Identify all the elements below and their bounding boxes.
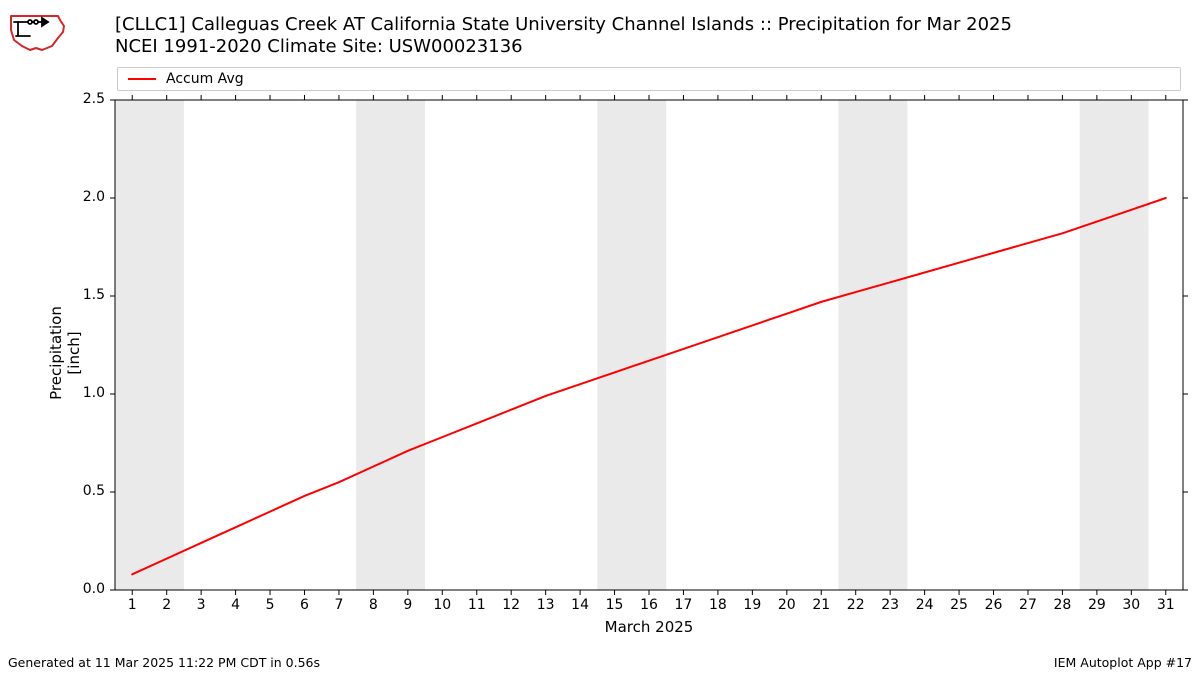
x-tick-label: 2: [155, 597, 179, 613]
x-tick-label: 11: [465, 597, 489, 613]
x-tick-label: 21: [809, 597, 833, 613]
x-tick-label: 17: [671, 597, 695, 613]
footer-appid: IEM Autoplot App #17: [1054, 655, 1192, 670]
footer-generated: Generated at 11 Mar 2025 11:22 PM CDT in…: [8, 655, 320, 670]
y-axis-label: Precipitation [inch]: [47, 283, 83, 423]
x-tick-label: 23: [878, 597, 902, 613]
legend-swatch: [128, 78, 156, 80]
x-tick-label: 19: [740, 597, 764, 613]
x-tick-label: 22: [844, 597, 868, 613]
legend-label: Accum Avg: [166, 71, 244, 87]
x-tick-label: 4: [224, 597, 248, 613]
x-tick-label: 14: [568, 597, 592, 613]
legend: Accum Avg: [117, 67, 1181, 91]
y-tick-label: 2.0: [75, 189, 105, 205]
x-tick-label: 8: [361, 597, 385, 613]
x-tick-label: 29: [1085, 597, 1109, 613]
x-tick-label: 26: [982, 597, 1006, 613]
x-tick-label: 20: [775, 597, 799, 613]
y-tick-label: 2.5: [75, 91, 105, 107]
plot-svg: [0, 0, 1200, 675]
x-tick-label: 28: [1050, 597, 1074, 613]
x-tick-label: 3: [189, 597, 213, 613]
y-tick-label: 1.0: [75, 385, 105, 401]
x-tick-label: 1: [120, 597, 144, 613]
x-tick-label: 15: [603, 597, 627, 613]
x-tick-label: 25: [947, 597, 971, 613]
x-tick-label: 10: [430, 597, 454, 613]
x-axis-label: March 2025: [589, 618, 709, 636]
y-tick-label: 0.0: [75, 581, 105, 597]
x-tick-label: 13: [534, 597, 558, 613]
y-tick-label: 1.5: [75, 287, 105, 303]
x-tick-label: 9: [396, 597, 420, 613]
x-tick-label: 12: [499, 597, 523, 613]
x-tick-label: 18: [706, 597, 730, 613]
x-tick-label: 5: [258, 597, 282, 613]
x-tick-label: 16: [637, 597, 661, 613]
x-tick-label: 6: [292, 597, 316, 613]
x-tick-label: 27: [1016, 597, 1040, 613]
x-tick-label: 7: [327, 597, 351, 613]
chart-container: [CLLC1] Calleguas Creek AT California St…: [0, 0, 1200, 675]
x-tick-label: 31: [1154, 597, 1178, 613]
x-tick-label: 30: [1119, 597, 1143, 613]
y-tick-label: 0.5: [75, 483, 105, 499]
x-tick-label: 24: [913, 597, 937, 613]
